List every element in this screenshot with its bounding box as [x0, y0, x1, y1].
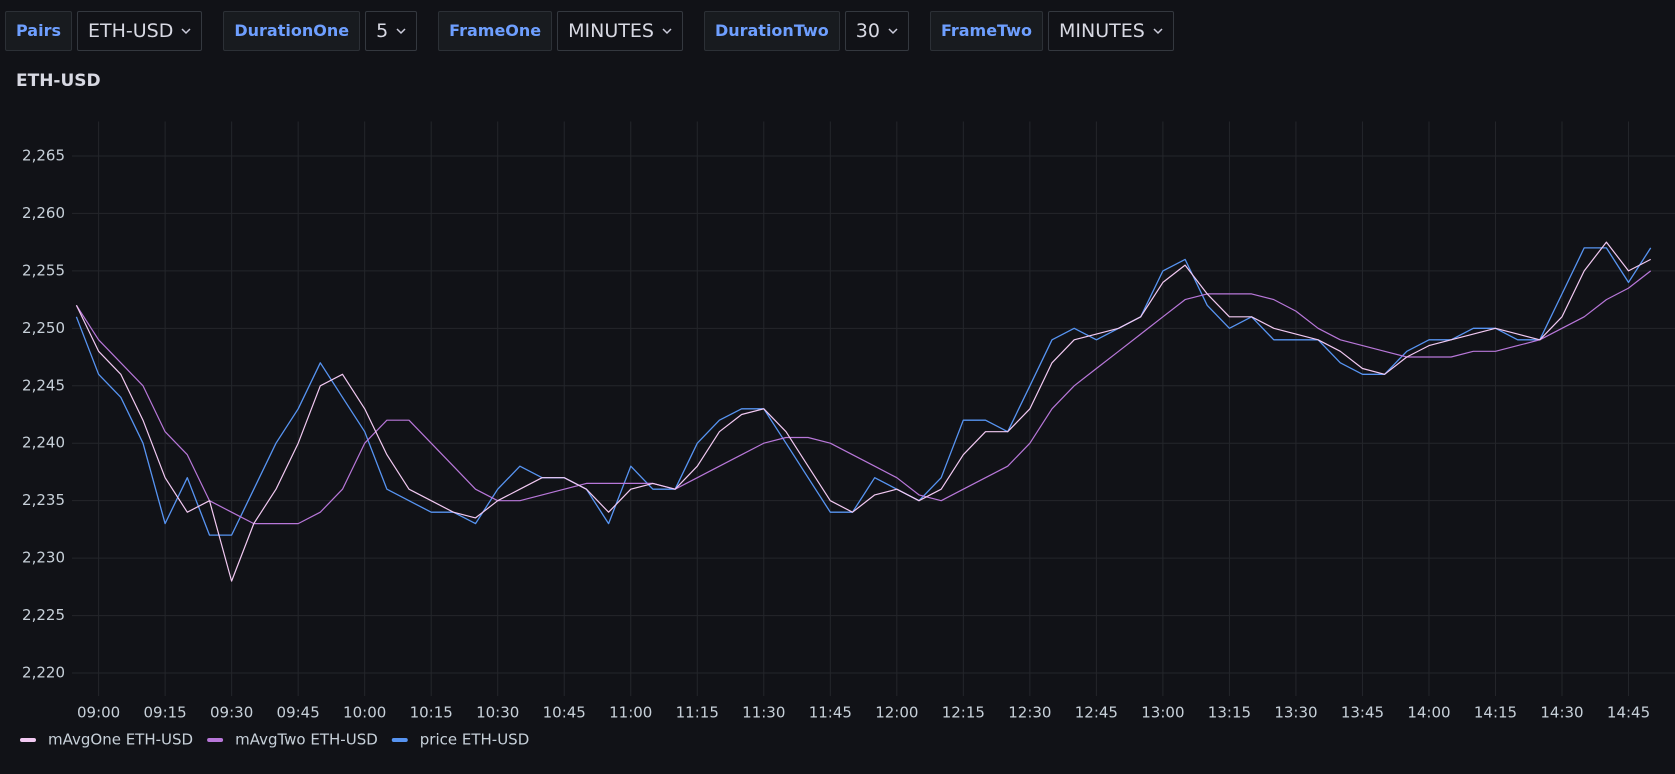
x-tick-label: 12:30 [1008, 704, 1051, 722]
variable-select[interactable]: 5 [365, 11, 418, 51]
x-tick-label: 14:15 [1474, 704, 1517, 722]
panel-title: ETH-USD [16, 71, 101, 91]
legend-label: mAvgTwo ETH-USD [235, 731, 378, 749]
variable-select[interactable]: ETH-USD [77, 11, 203, 51]
chevron [181, 28, 191, 35]
y-tick-label: 2,265 [22, 146, 65, 164]
variable-select[interactable]: MINUTES [1047, 11, 1174, 51]
variable: FrameTwo MINUTES [929, 11, 1174, 51]
variable: Pairs ETH-USD [5, 11, 203, 51]
legend-label: price ETH-USD [420, 731, 529, 749]
chevron [888, 28, 898, 35]
x-tick-label: 13:15 [1208, 704, 1251, 722]
x-tick-label: 10:15 [410, 704, 453, 722]
y-tick-label: 2,245 [22, 376, 65, 394]
x-tick-label: 14:00 [1407, 704, 1450, 722]
series-line [75, 247, 1652, 536]
variable: DurationOne 5 [223, 11, 418, 51]
x-tick-label: 09:30 [210, 704, 253, 722]
variable: FrameOne MINUTES [438, 11, 683, 51]
variable-select[interactable]: 30 [844, 11, 909, 51]
x-tick-label: 12:15 [942, 704, 985, 722]
select-value: 5 [376, 20, 389, 42]
y-tick-label: 2,230 [22, 549, 65, 567]
chevron [1153, 28, 1163, 35]
x-tick-label: 13:30 [1274, 704, 1317, 722]
y-tick-label: 2,260 [22, 204, 65, 222]
variable: DurationTwo 30 [703, 11, 909, 51]
x-tick-label: 09:15 [144, 704, 187, 722]
variable-select[interactable]: MINUTES [557, 11, 683, 51]
x-tick-label: 10:45 [543, 704, 586, 722]
chevron [662, 28, 672, 35]
x-tick-label: 14:45 [1607, 704, 1650, 722]
x-tick-label: 13:00 [1141, 704, 1184, 722]
legend-label: mAvgOne ETH-USD [48, 731, 193, 749]
y-tick-label: 2,220 [22, 664, 65, 682]
variable-label: Pairs [5, 11, 72, 51]
variable-bar: Pairs ETH-USD DurationOne 5 FrameOne MINUTES D… [5, 11, 1174, 51]
x-tick-label: 10:30 [476, 704, 519, 722]
y-tick-label: 2,235 [22, 491, 65, 509]
variable-label: FrameOne [438, 11, 553, 51]
y-tick-label: 2,240 [22, 434, 65, 452]
series-line [75, 241, 1651, 582]
legend-swatch [207, 738, 224, 742]
select-value: ETH-USD [88, 20, 174, 42]
select-value: 30 [855, 20, 880, 42]
y-tick-label: 2,255 [22, 261, 65, 279]
x-tick-label: 13:45 [1341, 704, 1384, 722]
x-tick-label: 09:00 [77, 704, 120, 722]
chevron [396, 28, 406, 35]
x-tick-label: 11:30 [742, 704, 785, 722]
x-tick-label: 11:15 [676, 704, 719, 722]
x-tick-label: 11:45 [809, 704, 852, 722]
x-tick-label: 10:00 [343, 704, 386, 722]
legend-swatch [20, 738, 36, 742]
y-tick-label: 2,225 [22, 606, 65, 624]
variable-label: DurationTwo [703, 11, 840, 51]
x-tick-label: 14:30 [1540, 704, 1583, 722]
legend-swatch [391, 738, 408, 742]
x-tick-label: 09:45 [277, 704, 320, 722]
series-line [75, 270, 1652, 525]
y-tick-label: 2,250 [22, 319, 65, 337]
select-value: MINUTES [568, 20, 654, 42]
x-tick-label: 12:45 [1075, 704, 1118, 722]
variable-label: FrameTwo [929, 11, 1043, 51]
variable-label: DurationOne [223, 11, 361, 51]
x-tick-label: 11:00 [609, 704, 652, 722]
select-value: MINUTES [1058, 20, 1145, 42]
x-tick-label: 12:00 [875, 704, 918, 722]
